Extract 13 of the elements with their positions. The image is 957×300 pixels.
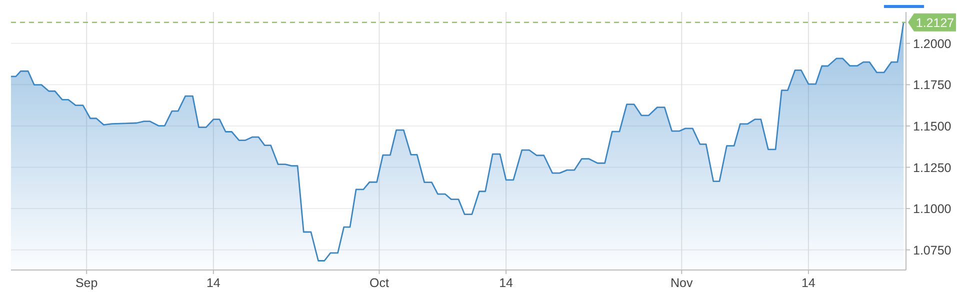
y-tick-label: 1.1250 [913, 160, 952, 175]
x-tick-label: Sep [75, 276, 98, 290]
y-tick-label: 1.0750 [913, 243, 952, 258]
y-tick-label: 1.2000 [913, 36, 952, 51]
y-tick-label: 1.1500 [913, 119, 952, 134]
x-tick-label: Nov [670, 276, 694, 290]
y-tick-label: 1.1000 [913, 202, 952, 216]
ref-line-label: 1.2127 [916, 16, 954, 30]
x-tick-label: 14 [206, 276, 220, 290]
x-tick-label: 14 [499, 276, 514, 290]
x-tick-label: Oct [370, 276, 390, 290]
y-tick-label: 1.1750 [913, 78, 952, 92]
x-tick-label: 14 [802, 276, 816, 290]
